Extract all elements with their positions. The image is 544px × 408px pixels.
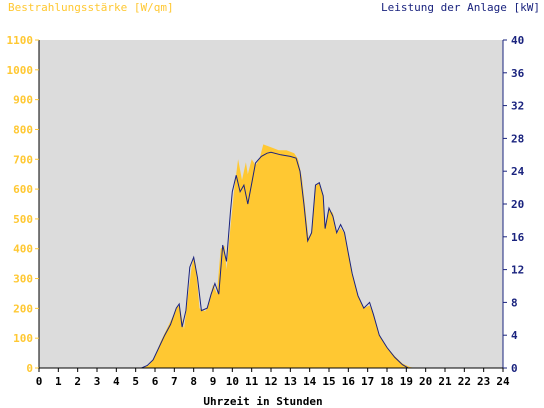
x-tick-label: 6 (152, 375, 159, 388)
right-tick-label: 4 (511, 329, 518, 342)
left-tick-label: 500 (13, 213, 33, 226)
left-tick-label: 700 (13, 153, 33, 166)
x-tick-label: 11 (245, 375, 259, 388)
chart-marks (39, 144, 503, 369)
x-tick-label: 23 (477, 375, 490, 388)
right-axis-title: Leistung der Anlage [kW] (381, 1, 540, 14)
x-tick-label: 0 (36, 375, 43, 388)
x-tick-label: 13 (284, 375, 297, 388)
left-tick-label: 900 (13, 94, 33, 107)
irradiance-area (39, 144, 503, 368)
x-tick-label: 12 (264, 375, 277, 388)
right-tick-label: 40 (511, 34, 524, 47)
x-tick-label: 7 (171, 375, 178, 388)
right-tick-label: 0 (511, 362, 518, 375)
right-tick-label: 20 (511, 198, 524, 211)
right-tick-label: 32 (511, 100, 524, 113)
x-tick-label: 21 (438, 375, 452, 388)
left-tick-label: 0 (26, 362, 33, 375)
x-tick-label: 20 (419, 375, 432, 388)
chart-axes: 0100200300400500600700800900100011000481… (7, 34, 525, 388)
x-tick-label: 4 (113, 375, 120, 388)
x-tick-label: 19 (400, 375, 413, 388)
x-tick-label: 17 (361, 375, 374, 388)
right-tick-label: 36 (511, 67, 525, 80)
right-tick-label: 8 (511, 296, 518, 309)
x-tick-label: 1 (55, 375, 62, 388)
right-tick-label: 12 (511, 264, 524, 277)
left-tick-label: 600 (13, 183, 33, 196)
left-tick-label: 400 (13, 243, 33, 256)
x-tick-label: 18 (380, 375, 393, 388)
x-axis-title: Uhrzeit in Stunden (203, 395, 322, 408)
left-axis-title: Bestrahlungsstärke [W/qm] (8, 1, 174, 14)
x-tick-label: 3 (94, 375, 101, 388)
x-tick-label: 2 (74, 375, 81, 388)
left-tick-label: 800 (13, 123, 33, 136)
left-tick-label: 100 (13, 332, 33, 345)
left-tick-label: 300 (13, 273, 33, 286)
x-tick-label: 8 (190, 375, 197, 388)
right-tick-label: 28 (511, 132, 524, 145)
right-tick-label: 16 (511, 231, 525, 244)
x-tick-label: 9 (210, 375, 217, 388)
power-line (39, 151, 503, 369)
left-tick-label: 1100 (7, 34, 34, 47)
x-tick-label: 15 (322, 375, 335, 388)
left-tick-label: 200 (13, 302, 33, 315)
right-tick-label: 24 (511, 165, 525, 178)
x-tick-label: 22 (458, 375, 471, 388)
x-tick-label: 10 (226, 375, 239, 388)
x-tick-label: 14 (303, 375, 317, 388)
x-tick-label: 24 (496, 375, 510, 388)
left-tick-label: 1000 (7, 64, 34, 77)
x-tick-label: 5 (132, 375, 139, 388)
x-tick-label: 16 (342, 375, 356, 388)
